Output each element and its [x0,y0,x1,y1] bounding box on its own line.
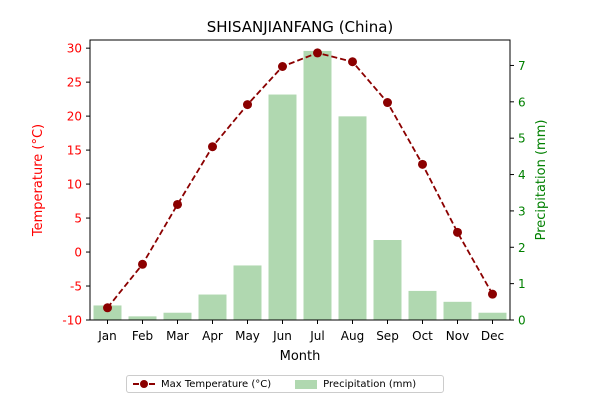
chart-title: SHISANJIANFANG (China) [207,18,394,36]
precipitation-bars [93,50,507,321]
precipitation-bar [443,301,472,320]
x-tick-label: Sep [376,329,399,343]
right-axis-label: Precipitation (mm) [534,120,549,241]
temperature-point [208,142,217,152]
right-tick-label: 4 [518,168,526,182]
temperature-point [383,98,392,108]
left-tick-label: 25 [67,76,82,90]
left-tick-label: 30 [67,42,82,56]
left-tick-label: -10 [62,314,82,328]
right-tick-label: 1 [518,277,526,291]
precipitation-bar [198,294,227,320]
right-tick-label: 7 [518,59,526,73]
temperature-point [103,303,112,313]
temperature-point [138,259,147,269]
right-tick-label: 2 [518,241,526,255]
right-tick-label: 5 [518,132,526,146]
temperature-point [243,100,252,110]
precipitation-bar [233,265,262,320]
x-tick-label: Nov [446,329,469,343]
left-tick-label: 10 [67,178,82,192]
precipitation-bar [93,305,122,320]
precipitation-bar [128,316,157,320]
left-tick-label: 15 [67,144,82,158]
legend-label-precipitation: Precipitation (mm) [323,378,417,390]
legend-bar-swatch-icon [295,379,318,389]
left-tick-label: 5 [74,212,82,226]
x-tick-label: Dec [481,329,504,343]
plot-frame [89,39,511,321]
x-tick-label: Jun [272,329,292,343]
precipitation-bar [268,94,297,320]
temperature-line-path [106,51,494,309]
precipitation-bar [163,312,192,320]
axes: -10 -5 0 5 10 15 20 25 30 0 1 2 3 4 5 6 7 Jan Feb Mar Apr May… [62,39,526,343]
temperature-point [488,289,497,299]
x-tick-label: May [235,329,260,343]
x-axis-label: Month [280,349,321,364]
left-tick-label: 20 [67,110,82,124]
right-tick-label: 0 [518,314,526,328]
precipitation-bar [338,116,367,320]
x-tick-label: Aug [341,329,364,343]
x-tick-label: Apr [202,329,223,343]
temperature-point [173,199,182,209]
x-tick-label: Jul [309,329,324,343]
right-tick-label: 3 [518,204,526,218]
temperature-point [313,48,322,58]
left-tick-label: 0 [74,246,82,260]
x-tick-label: Feb [132,329,153,343]
precipitation-bar [408,290,437,320]
legend-item-precipitation: Precipitation (mm) [295,379,416,390]
left-axis-label: Temperature (°C) [31,124,46,237]
legend-line-marker-icon [133,379,155,389]
precipitation-bar [478,312,507,320]
temperature-line [103,48,497,313]
left-tick-label: -5 [70,280,82,294]
precipitation-bar [373,240,402,320]
x-tick-label: Jan [97,329,117,343]
temperature-point [278,62,287,72]
legend: Max Temperature (°C) Precipitation (mm) [126,375,444,393]
temperature-point [418,159,427,169]
x-tick-label: Mar [166,329,189,343]
precipitation-bar [303,50,332,321]
x-tick-label: Oct [412,329,433,343]
legend-label-temperature: Max Temperature (°C) [161,378,272,390]
temperature-point [348,57,357,67]
legend-item-temperature: Max Temperature (°C) [133,379,271,390]
temperature-point [453,227,462,237]
right-tick-label: 6 [518,95,526,109]
